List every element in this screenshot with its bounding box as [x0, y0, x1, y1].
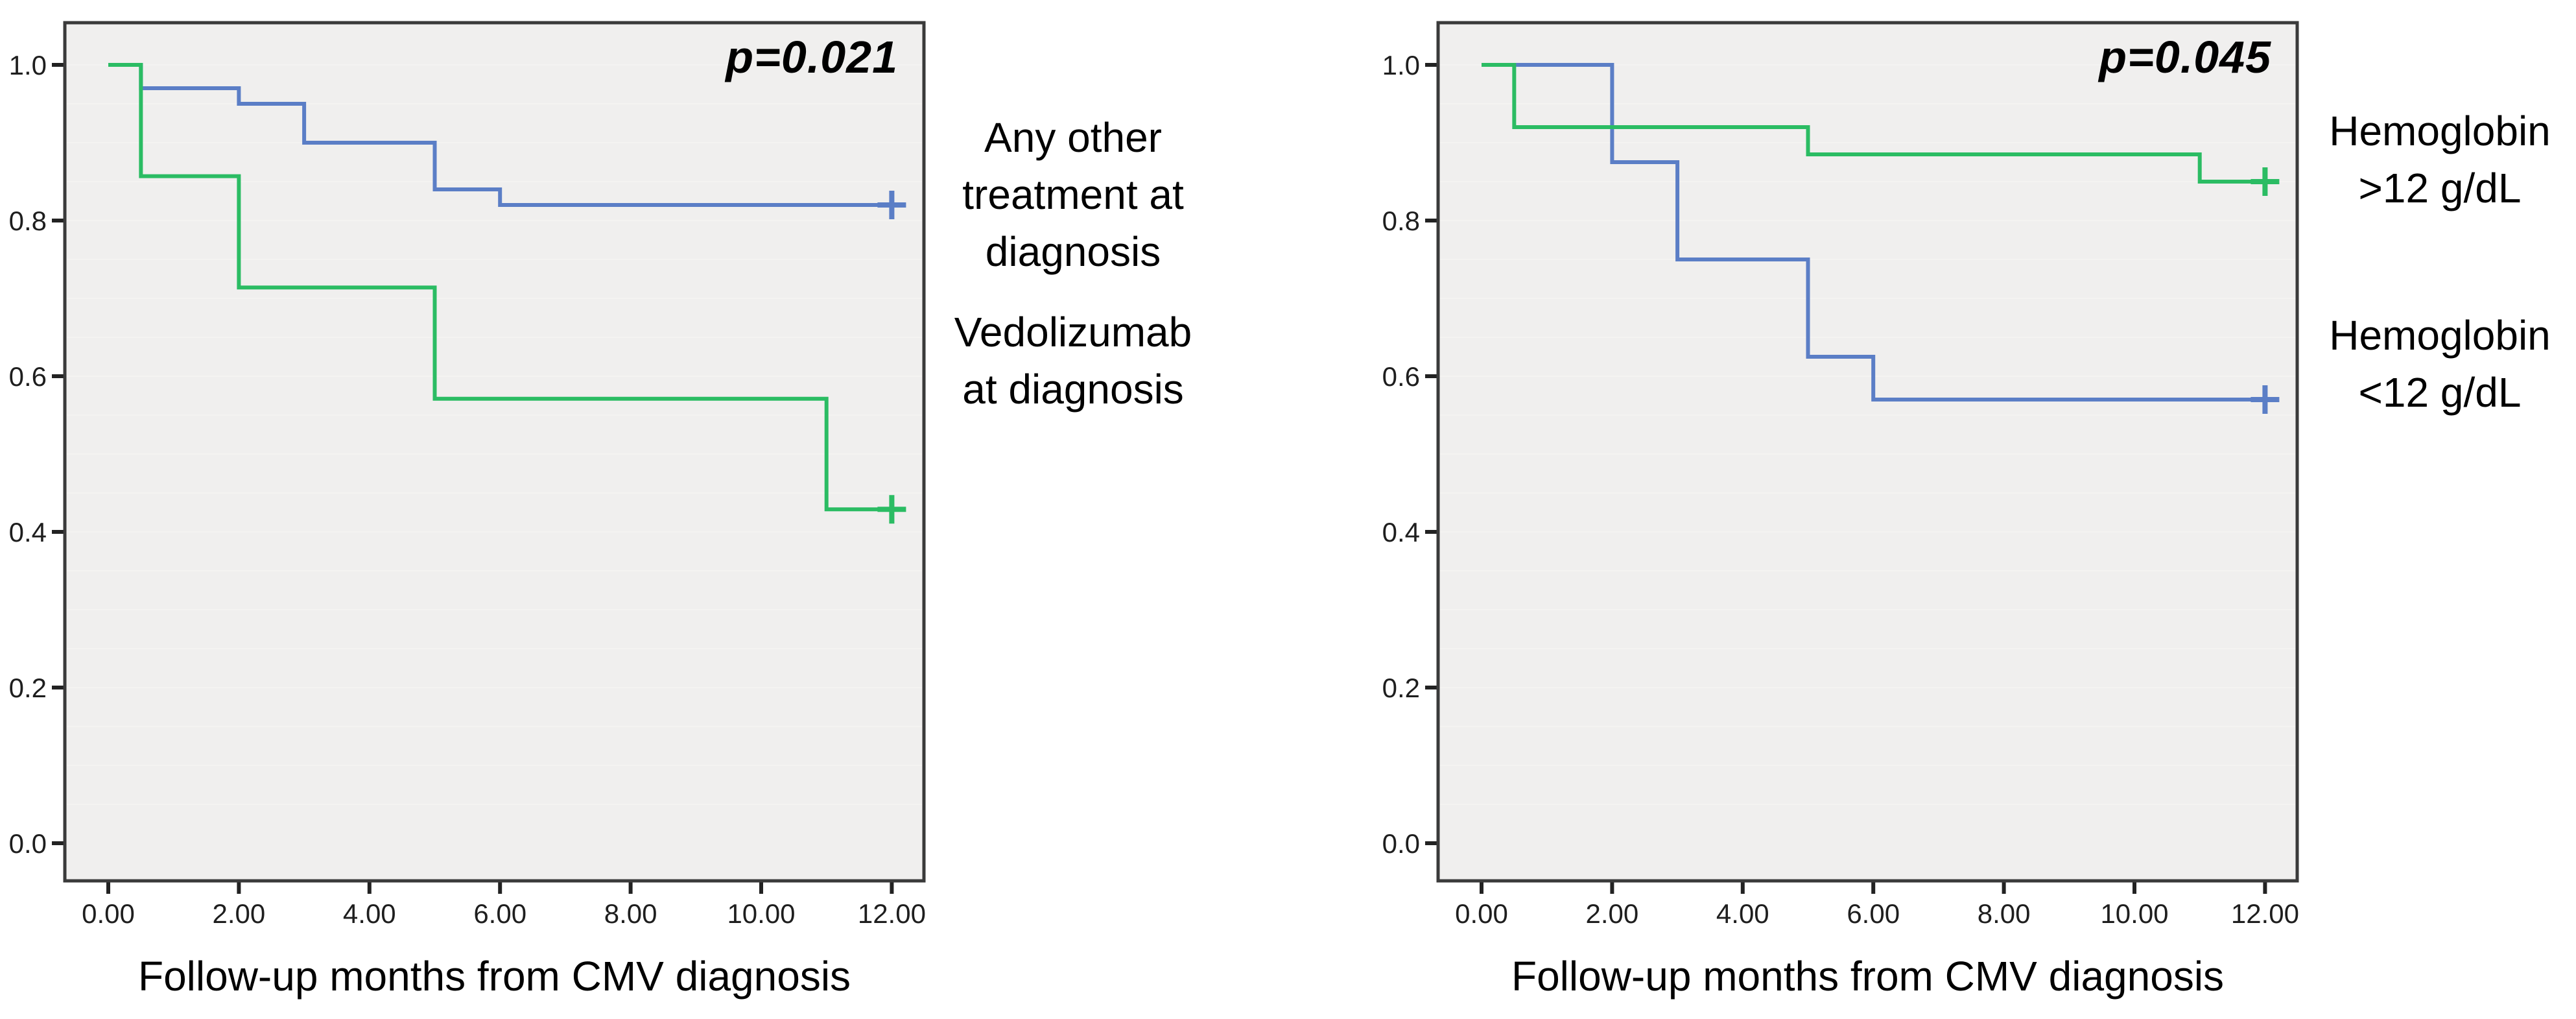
x-tick-label: 10.00: [727, 898, 795, 929]
x-tick-label: 2.00: [213, 898, 266, 929]
y-tick-label: 0.2: [1382, 673, 1420, 703]
x-tick-label: 8.00: [604, 898, 657, 929]
y-tick-label: 0.2: [9, 673, 47, 703]
legend-line: <12 g/dL: [2358, 369, 2522, 416]
plot-border: [63, 21, 926, 883]
km-curve-hemoglobin-12-g-dl: [1482, 63, 2265, 402]
km-curve-vedolizumab-at-diagnosis: [108, 63, 892, 512]
x-tick-label: 4.00: [343, 898, 396, 929]
x-tick-label: 6.00: [473, 898, 526, 929]
plot-background: [65, 23, 924, 881]
legend-vedolizumab: Vedolizumab at diagnosis: [921, 304, 1225, 418]
y-tick-label: 0.0: [9, 828, 47, 859]
censor-mark: [2251, 385, 2280, 414]
censor-mark: [2251, 167, 2280, 196]
x-tick-label: 10.00: [2100, 898, 2168, 929]
p-value-right: p=0.045: [2099, 32, 2271, 82]
y-tick-label: 0.4: [9, 517, 47, 547]
x-tick-label: 6.00: [1847, 898, 1900, 929]
y-tick-label: 0.8: [1382, 206, 1420, 236]
x-tick-label: 12.00: [858, 898, 926, 929]
x-axis-title-left: Follow-up months from CMV diagnosis: [137, 953, 851, 1000]
y-tick-label: 0.6: [9, 361, 47, 392]
x-axis-title-right: Follow-up months from CMV diagnosis: [1511, 953, 2225, 1000]
plot-border: [1436, 21, 2299, 883]
censor-mark: [877, 191, 906, 219]
legend-line: Vedolizumab: [954, 309, 1192, 355]
legend-any-other-treatment: Any other treatment at diagnosis: [921, 109, 1225, 280]
plot-background: [1438, 23, 2297, 881]
survival-plot-left: 0.00 2.00 4.00 6.00 8.00 10.00 12.00 0.0 0.2 0.4 0…: [9, 21, 926, 929]
y-tick-label: 0.8: [9, 206, 47, 236]
y-tick-label: 1.0: [9, 50, 47, 80]
legend-line: diagnosis: [985, 228, 1161, 275]
x-tick-label: 0.00: [82, 898, 135, 929]
censor-mark: [877, 495, 906, 524]
p-value-left: p=0.021: [726, 32, 898, 82]
x-tick-label: 4.00: [1716, 898, 1769, 929]
x-tick-label: 8.00: [1978, 898, 2031, 929]
legend-line: at diagnosis: [962, 366, 1184, 413]
legend-line: Hemoglobin: [2329, 312, 2551, 359]
km-curve-hemoglobin-12-g-dl: [1482, 63, 2265, 184]
y-tick-label: 1.0: [1382, 50, 1420, 80]
x-tick-label: 2.00: [1586, 898, 1639, 929]
y-tick-label: 0.4: [1382, 517, 1420, 547]
legend-line: treatment at: [962, 171, 1184, 218]
x-tick-label: 0.00: [1455, 898, 1508, 929]
legend-hemoglobin-high: Hemoglobin >12 g/dL: [2304, 102, 2576, 217]
y-tick-label: 0.6: [1382, 361, 1420, 392]
legend-line: Hemoglobin: [2329, 108, 2551, 154]
x-tick-label: 12.00: [2231, 898, 2299, 929]
legend-hemoglobin-low: Hemoglobin <12 g/dL: [2304, 307, 2576, 421]
survival-plot-right: 0.00 2.00 4.00 6.00 8.00 10.00 12.00 0.0 0.2 0.4 0…: [1382, 21, 2299, 929]
y-tick-label: 0.0: [1382, 828, 1420, 859]
legend-line: >12 g/dL: [2358, 165, 2522, 211]
legend-line: Any other: [984, 114, 1162, 161]
